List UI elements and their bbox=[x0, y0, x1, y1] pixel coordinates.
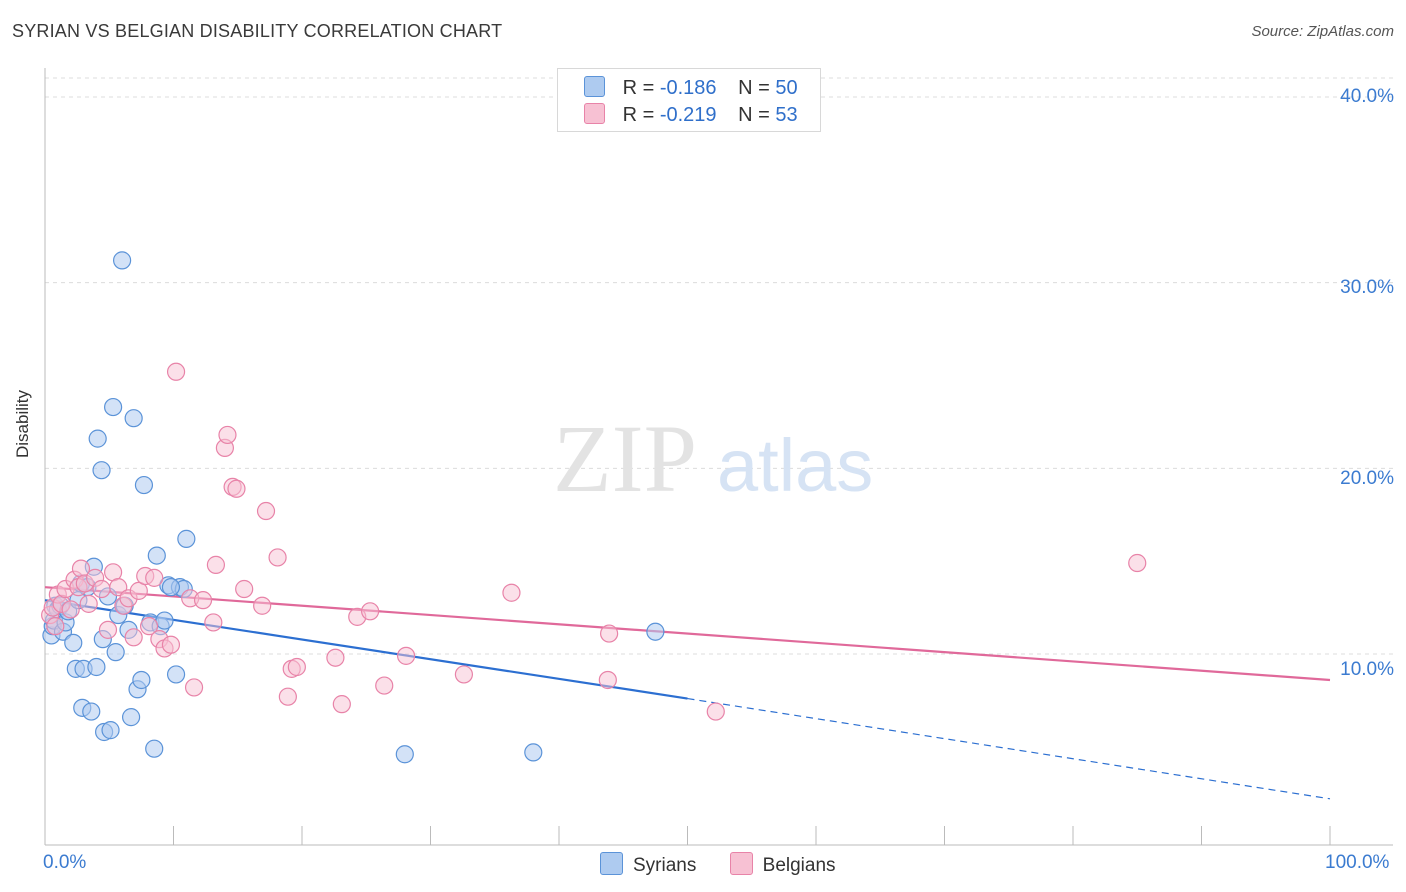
syrians-point bbox=[177, 529, 196, 548]
belgians-point bbox=[375, 676, 394, 695]
belgians-point bbox=[287, 657, 306, 677]
belgians-point bbox=[268, 548, 287, 567]
belgians-point bbox=[332, 695, 351, 714]
syrians-point bbox=[646, 622, 665, 641]
syrians-legend-swatch bbox=[600, 852, 623, 875]
belgians-point bbox=[396, 646, 416, 665]
legend-item-syrians[interactable]: Syrians bbox=[600, 852, 696, 877]
belgians-point bbox=[227, 479, 246, 498]
trend-lines bbox=[44, 586, 1331, 800]
belgians-point bbox=[256, 501, 276, 521]
syrians-n-label: N = bbox=[738, 77, 776, 99]
belgians-swatch bbox=[584, 103, 605, 124]
syrians-r-label: R = bbox=[622, 77, 660, 99]
belgians-r-value: -0.219 bbox=[659, 104, 717, 126]
gridlines bbox=[45, 77, 1393, 655]
belgians-point bbox=[204, 613, 223, 632]
source-label: Source: ZipAtlas.com bbox=[1251, 23, 1394, 40]
syrians-n-value: 50 bbox=[775, 77, 798, 99]
syrians-point bbox=[101, 721, 120, 740]
syrians-point bbox=[147, 546, 166, 565]
belgians-point bbox=[79, 594, 98, 613]
syrians-point bbox=[92, 461, 111, 480]
x-tick-label-max: 100.0% bbox=[1325, 852, 1390, 873]
legend-item-belgians[interactable]: Belgians bbox=[729, 852, 836, 877]
belgians-point bbox=[184, 678, 204, 697]
belgians-point bbox=[145, 568, 164, 587]
axes bbox=[44, 68, 1393, 846]
x-tick-label-min: 0.0% bbox=[43, 852, 87, 873]
belgians-point bbox=[361, 602, 380, 621]
syrians-point bbox=[395, 745, 414, 764]
belgians-trend-line bbox=[44, 586, 1331, 682]
syrians-point bbox=[134, 475, 154, 495]
belgians-points bbox=[41, 362, 1147, 721]
belgians-point bbox=[598, 670, 617, 690]
syrians-swatch bbox=[584, 76, 605, 97]
belgians-point bbox=[454, 665, 474, 684]
belgians-point bbox=[1128, 553, 1147, 573]
watermark-atlas: atlas bbox=[717, 424, 873, 507]
y-axis-label: Disability bbox=[13, 389, 32, 458]
belgians-point bbox=[61, 600, 80, 619]
belgians-point bbox=[109, 578, 128, 597]
syrians-point bbox=[106, 643, 125, 662]
belgians-point bbox=[706, 702, 725, 721]
belgians-point bbox=[161, 635, 181, 654]
belgians-legend-label: Belgians bbox=[762, 855, 836, 876]
belgians-point bbox=[124, 628, 143, 647]
belgians-legend-swatch bbox=[729, 852, 753, 875]
syrians-point bbox=[121, 708, 141, 727]
syrians-legend-label: Syrians bbox=[633, 855, 697, 876]
syrians-r-value: -0.186 bbox=[659, 77, 717, 99]
syrians-point bbox=[82, 702, 101, 721]
belgians-point bbox=[46, 617, 65, 636]
syrians-point bbox=[145, 739, 164, 758]
y-tick-label: 40.0% bbox=[1340, 86, 1394, 107]
belgians-r-label: R = bbox=[622, 104, 660, 126]
belgians-point bbox=[166, 362, 186, 381]
legend-row-syrians: R = -0.186 N = 50 bbox=[584, 76, 798, 100]
belgians-point bbox=[600, 624, 619, 643]
belgians-n-value: 53 bbox=[775, 104, 798, 126]
belgians-point bbox=[98, 620, 118, 639]
syrians-point bbox=[155, 611, 174, 630]
syrians-point bbox=[88, 429, 107, 448]
syrians-point bbox=[132, 670, 151, 690]
belgians-point bbox=[139, 617, 159, 636]
belgians-point bbox=[235, 579, 254, 599]
syrians-point bbox=[524, 743, 543, 762]
syrians-trend-extension bbox=[687, 697, 1331, 800]
y-tick-label: 20.0% bbox=[1340, 468, 1394, 489]
belgians-point bbox=[278, 687, 297, 706]
syrians-point bbox=[161, 578, 181, 597]
syrians-point bbox=[104, 397, 123, 417]
syrians-point bbox=[87, 657, 106, 677]
chart-title: SYRIAN VS BELGIAN DISABILITY CORRELATION… bbox=[12, 21, 503, 41]
legend-row-belgians: R = -0.219 N = 53 bbox=[584, 103, 798, 127]
y-tick-label: 30.0% bbox=[1340, 277, 1394, 298]
watermark-zip: ZIP bbox=[553, 405, 697, 512]
syrians-point bbox=[124, 409, 143, 428]
belgians-point bbox=[193, 591, 213, 610]
belgians-point bbox=[92, 579, 111, 599]
belgians-point bbox=[502, 583, 521, 602]
syrians-point bbox=[112, 251, 132, 270]
belgians-point bbox=[218, 425, 237, 445]
belgians-n-label: N = bbox=[738, 104, 776, 126]
belgians-point bbox=[206, 555, 226, 574]
syrians-point bbox=[64, 633, 83, 652]
series-legend: Syrians Belgians bbox=[600, 852, 864, 877]
belgians-point bbox=[253, 596, 272, 615]
belgians-point bbox=[326, 648, 345, 667]
y-tick-label: 10.0% bbox=[1340, 659, 1394, 680]
syrians-point bbox=[166, 665, 186, 684]
stats-legend: R = -0.186 N = 50 R = -0.219 N = 53 bbox=[557, 68, 821, 132]
